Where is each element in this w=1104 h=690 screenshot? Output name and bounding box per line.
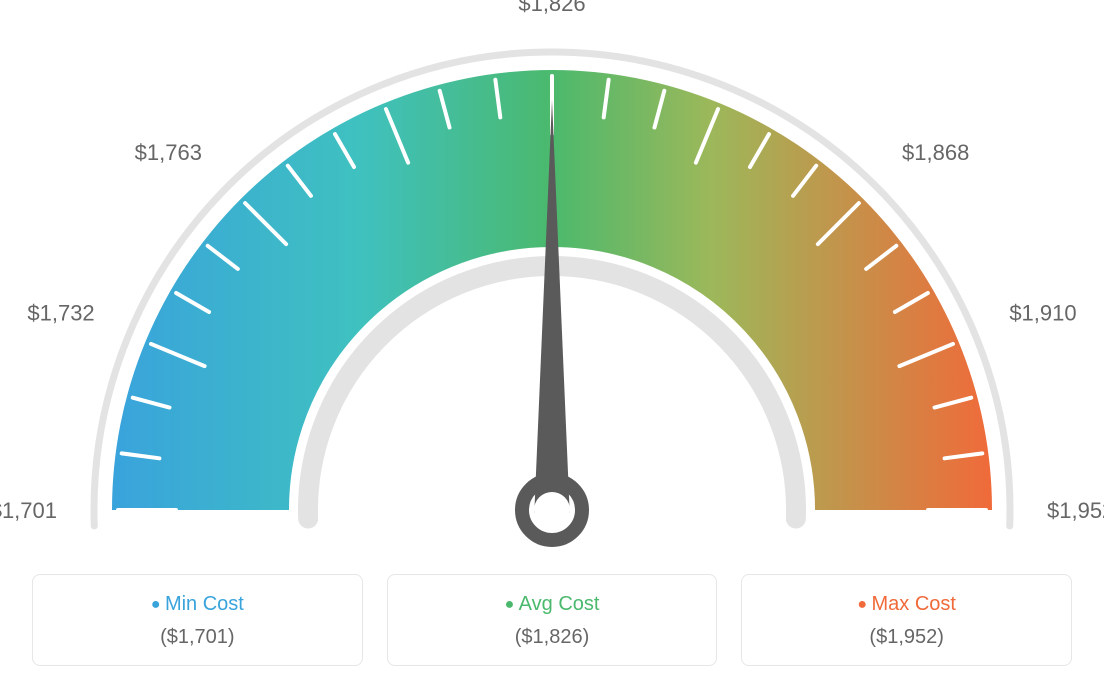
gauge-tick-label: $1,763 xyxy=(135,140,202,165)
gauge-tick-label: $1,732 xyxy=(27,301,94,326)
avg-cost-label: Avg Cost xyxy=(398,593,707,616)
min-cost-label: Min Cost xyxy=(43,593,352,616)
gauge-svg: $1,701 $1,732 $1,763 $1,826 $1,868 $1,910 $1,9… xyxy=(0,0,1104,550)
gauge-tick-label: $1,826 xyxy=(518,0,585,16)
cost-gauge-chart: $1,701 $1,732 $1,763 $1,826 $1,868 $1,910 $1,9… xyxy=(0,0,1104,690)
avg-cost-card: Avg Cost ($1,826) xyxy=(387,574,718,666)
max-cost-value: ($1,952) xyxy=(752,626,1061,649)
max-cost-card: Max Cost ($1,952) xyxy=(741,574,1072,666)
avg-cost-value: ($1,826) xyxy=(398,626,707,649)
min-cost-card: Min Cost ($1,701) xyxy=(32,574,363,666)
gauge-tick-label: $1,868 xyxy=(902,140,969,165)
gauge-tick-label: $1,910 xyxy=(1009,301,1076,326)
legend-row: Min Cost ($1,701) Avg Cost ($1,826) Max … xyxy=(32,574,1072,666)
gauge-area: $1,701 $1,732 $1,763 $1,826 $1,868 $1,910 $1,9… xyxy=(0,0,1104,550)
gauge-tick-label: $1,952 xyxy=(1047,498,1104,523)
max-cost-label: Max Cost xyxy=(752,593,1061,616)
min-cost-value: ($1,701) xyxy=(43,626,352,649)
gauge-tick-label: $1,701 xyxy=(0,498,57,523)
